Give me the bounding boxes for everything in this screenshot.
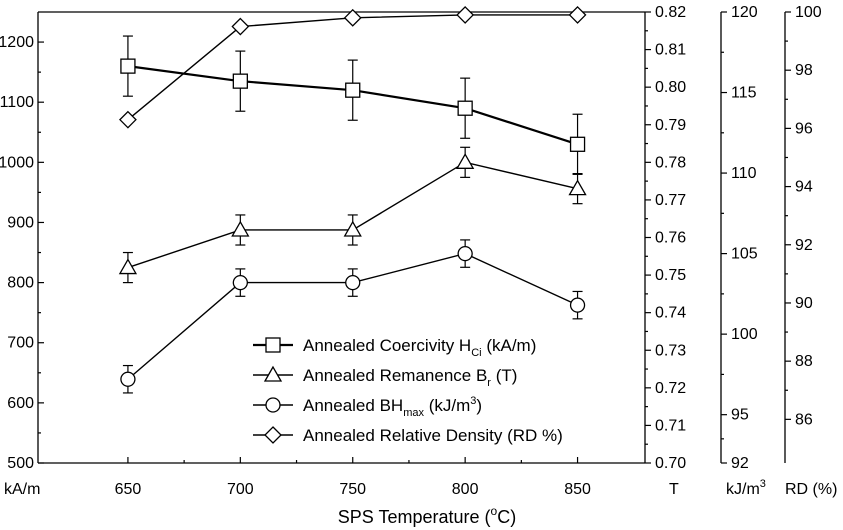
y-axis-density: 86 88 90 92 94 96 98 100 RD (%): [784, 4, 837, 498]
data-point-density: [343, 8, 362, 27]
data-point-coercivity: [569, 136, 586, 152]
data-point-bhmax: [569, 297, 586, 313]
y-tick-label-coercivity: 1000: [0, 154, 34, 171]
data-point-density: [119, 110, 137, 129]
data-point-coercivity: [345, 82, 361, 98]
data-point-density: [231, 17, 250, 36]
data-point-remanence: [568, 179, 587, 196]
legend-item-remanence: Annealed Remanence Br (T): [253, 365, 517, 389]
y-tick-label-remanence: 0.70: [655, 455, 686, 472]
y-unit-label-bhmax: kJ/m3: [726, 478, 766, 498]
legend-marker-square: [265, 337, 281, 353]
y-tick-label-density: 88: [795, 353, 813, 370]
y-axis-bhmax: 92 95 100 105 110 115 120 kJ/m3: [720, 4, 766, 498]
y-tick-label-density: 100: [795, 4, 822, 21]
y-tick-label-remanence: 0.74: [655, 305, 686, 322]
y-unit-label-coercivity: kA/m: [4, 481, 40, 498]
data-point-coercivity: [457, 100, 473, 116]
y-tick-label-remanence: 0.75: [655, 267, 686, 284]
y-tick-label-remanence: 0.78: [655, 154, 686, 171]
legend-label: Annealed BHmax (kJ/m3): [303, 395, 482, 419]
x-tick-label: 750: [339, 481, 366, 498]
legend-label: Annealed Coercivity HCi (kA/m): [303, 336, 536, 359]
data-point-coercivity: [120, 58, 136, 74]
y-tick-label-bhmax: 120: [731, 4, 758, 21]
y-tick-label-bhmax: 92: [731, 455, 749, 472]
y-tick-label-remanence: 0.73: [655, 342, 686, 359]
y-tick-label-coercivity: 1200: [0, 34, 34, 51]
y-tick-label-remanence: 0.77: [655, 192, 686, 209]
y-tick-label-density: 92: [795, 237, 813, 254]
legend-label: Annealed Remanence Br (T): [303, 366, 517, 389]
legend: Annealed Coercivity HCi (kA/m) Annealed R…: [253, 336, 563, 445]
y-tick-label-coercivity: 800: [7, 275, 34, 292]
x-tick-label: 800: [452, 481, 479, 498]
x-tick-label: 650: [115, 481, 142, 498]
legend-item-density: Annealed Relative Density (RD %): [253, 426, 563, 445]
x-axis: 650 700 750 800 850: [115, 457, 591, 498]
y-tick-label-density: 98: [795, 62, 813, 79]
y-tick-label-remanence: 0.76: [655, 230, 686, 247]
data-point-remanence: [343, 220, 362, 237]
y-tick-label-bhmax: 110: [731, 165, 757, 182]
series-layer: [118, 5, 587, 394]
axes-layer: 500600700800900100011001200kA/m0.700.710…: [0, 4, 837, 498]
y-tick-label-remanence: 0.79: [655, 117, 686, 134]
data-point-bhmax: [120, 371, 136, 387]
y-tick-label-bhmax: 115: [731, 85, 757, 102]
y-tick-label-coercivity: 500: [7, 455, 34, 472]
y-tick-label-remanence: 0.82: [655, 4, 686, 21]
legend-label: Annealed Relative Density (RD %): [303, 426, 563, 445]
legend-marker-circle: [265, 397, 281, 413]
y-tick-label-remanence: 0.81: [655, 42, 686, 59]
legend-item-bhmax: Annealed BHmax (kJ/m3): [253, 395, 482, 419]
data-point-bhmax: [345, 274, 361, 291]
data-point-bhmax: [232, 274, 248, 291]
y-unit-label-remanence: T: [669, 481, 679, 498]
y-tick-label-coercivity: 700: [7, 335, 34, 352]
x-tick-label: 850: [564, 481, 591, 498]
y-tick-label-coercivity: 1100: [0, 94, 34, 111]
y-tick-label-remanence: 0.72: [655, 380, 686, 397]
data-point-coercivity: [232, 73, 248, 89]
series-bhmax: [120, 239, 586, 394]
y-axis-remanence: 0.70 0.71 0.72 0.73 0.74 0.75 0.76 0.77 0.78 0.79…: [644, 4, 686, 498]
legend-marker-diamond: [264, 426, 282, 444]
series-coercivity: [120, 35, 586, 175]
x-axis-label: SPS Temperature (oC): [338, 504, 516, 527]
x-tick-label: 700: [227, 481, 254, 498]
y-tick-label-density: 86: [795, 411, 813, 428]
y-tick-label-density: 94: [795, 179, 813, 196]
data-point-remanence: [118, 258, 138, 275]
y-unit-label-density: RD (%): [785, 481, 837, 498]
y-axis-coercivity: 500 600 700 800 900 1000 1100 1200 kA/m: [0, 12, 44, 498]
data-point-density: [456, 5, 475, 24]
y-tick-label-density: 90: [795, 295, 813, 312]
legend-item-coercivity: Annealed Coercivity HCi (kA/m): [253, 336, 536, 359]
y-tick-label-coercivity: 600: [7, 395, 34, 412]
y-tick-label-bhmax: 95: [731, 407, 749, 424]
data-point-remanence: [231, 220, 250, 237]
legend-marker-triangle: [263, 365, 283, 382]
series-remanence: [118, 146, 587, 284]
series-density: [119, 5, 587, 129]
y-tick-label-bhmax: 100: [731, 326, 758, 343]
y-tick-label-remanence: 0.71: [655, 417, 686, 434]
y-tick-label-remanence: 0.80: [655, 79, 686, 96]
data-point-density: [568, 5, 587, 24]
y-tick-label-density: 96: [795, 120, 813, 137]
data-point-bhmax: [457, 245, 473, 262]
y-tick-label-coercivity: 900: [7, 214, 34, 231]
y-tick-label-bhmax: 105: [731, 246, 758, 263]
data-point-remanence: [456, 153, 475, 169]
